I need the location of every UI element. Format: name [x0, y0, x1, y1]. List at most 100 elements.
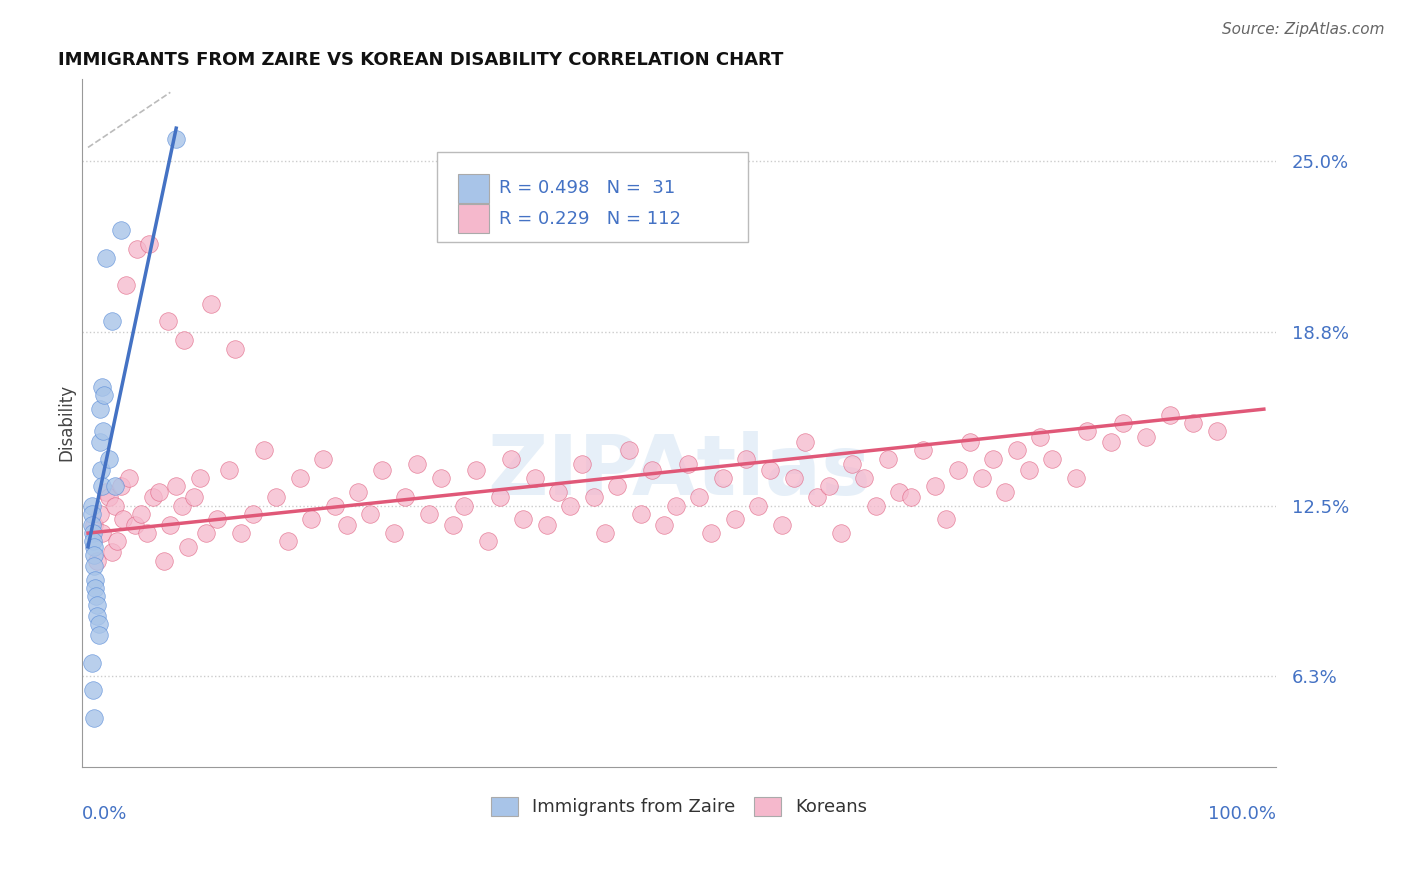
- Point: [194, 526, 217, 541]
- Point: [1040, 451, 1063, 466]
- Point: [83, 517, 105, 532]
- Point: [994, 484, 1017, 499]
- Point: [536, 517, 558, 532]
- Point: [946, 463, 969, 477]
- Point: [983, 451, 1005, 466]
- Point: [82, 526, 104, 541]
- Point: [89, 402, 111, 417]
- Point: [84, 573, 107, 587]
- Point: [359, 507, 381, 521]
- Point: [676, 457, 699, 471]
- Point: [114, 278, 136, 293]
- Point: [571, 457, 593, 471]
- Point: [200, 297, 222, 311]
- Point: [652, 517, 675, 532]
- Text: ZIPAtlas: ZIPAtlas: [486, 431, 870, 512]
- Point: [142, 491, 165, 505]
- Point: [173, 333, 195, 347]
- Point: [84, 590, 107, 604]
- Point: [782, 471, 804, 485]
- Point: [582, 491, 605, 505]
- Point: [394, 491, 416, 505]
- Point: [89, 435, 111, 450]
- Point: [429, 471, 451, 485]
- Point: [86, 598, 108, 612]
- Point: [1005, 443, 1028, 458]
- Point: [86, 608, 108, 623]
- Point: [118, 471, 141, 485]
- Point: [80, 517, 103, 532]
- Point: [84, 581, 107, 595]
- Point: [288, 471, 311, 485]
- Point: [218, 463, 240, 477]
- Point: [441, 517, 464, 532]
- Point: [688, 491, 710, 505]
- Point: [89, 507, 111, 521]
- Point: [889, 484, 911, 499]
- Point: [900, 491, 922, 505]
- Point: [371, 463, 394, 477]
- Point: [724, 512, 747, 526]
- Point: [207, 512, 229, 526]
- Point: [512, 512, 534, 526]
- Point: [91, 526, 114, 541]
- Point: [82, 534, 104, 549]
- Point: [323, 499, 346, 513]
- Point: [806, 491, 828, 505]
- Point: [188, 471, 211, 485]
- Point: [747, 499, 769, 513]
- Point: [83, 540, 105, 554]
- Point: [112, 512, 135, 526]
- Point: [83, 711, 105, 725]
- Point: [558, 499, 581, 513]
- Point: [124, 517, 146, 532]
- Point: [90, 463, 112, 477]
- Point: [865, 499, 887, 513]
- Point: [1029, 430, 1052, 444]
- Text: 100.0%: 100.0%: [1208, 805, 1275, 823]
- Point: [1205, 424, 1227, 438]
- Point: [665, 499, 688, 513]
- Point: [110, 223, 132, 237]
- Y-axis label: Disability: Disability: [58, 384, 75, 461]
- Point: [770, 517, 793, 532]
- Point: [80, 507, 103, 521]
- Point: [129, 507, 152, 521]
- Point: [82, 683, 104, 698]
- Point: [406, 457, 429, 471]
- Point: [817, 479, 839, 493]
- Point: [299, 512, 322, 526]
- Point: [91, 424, 114, 438]
- Point: [641, 463, 664, 477]
- Point: [110, 479, 132, 493]
- Point: [700, 526, 723, 541]
- Point: [1159, 408, 1181, 422]
- Point: [86, 554, 108, 568]
- Point: [959, 435, 981, 450]
- Legend: Immigrants from Zaire, Koreans: Immigrants from Zaire, Koreans: [484, 789, 875, 823]
- Point: [1182, 416, 1205, 430]
- Point: [159, 517, 181, 532]
- Text: R = 0.229   N = 112: R = 0.229 N = 112: [499, 210, 681, 227]
- FancyBboxPatch shape: [458, 204, 489, 233]
- Point: [242, 507, 264, 521]
- Point: [735, 451, 758, 466]
- Point: [183, 491, 205, 505]
- FancyBboxPatch shape: [437, 153, 748, 243]
- Point: [229, 526, 252, 541]
- Point: [876, 451, 898, 466]
- Point: [488, 491, 510, 505]
- Point: [794, 435, 817, 450]
- Point: [1018, 463, 1040, 477]
- Point: [336, 517, 359, 532]
- Point: [87, 628, 110, 642]
- Point: [606, 479, 628, 493]
- Point: [418, 507, 440, 521]
- Point: [165, 132, 187, 146]
- Point: [127, 243, 149, 257]
- Point: [523, 471, 546, 485]
- Point: [87, 617, 110, 632]
- Point: [970, 471, 993, 485]
- Point: [935, 512, 957, 526]
- Point: [830, 526, 852, 541]
